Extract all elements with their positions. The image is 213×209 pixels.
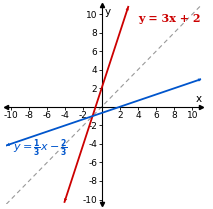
Text: y = 3x + 2: y = 3x + 2 — [138, 13, 200, 24]
Text: x: x — [196, 94, 202, 104]
Text: $y = \mathbf{\frac{1}{3}}x - \mathbf{\frac{2}{3}}$: $y = \mathbf{\frac{1}{3}}x - \mathbf{\fr… — [13, 138, 68, 159]
Text: y: y — [104, 7, 111, 17]
